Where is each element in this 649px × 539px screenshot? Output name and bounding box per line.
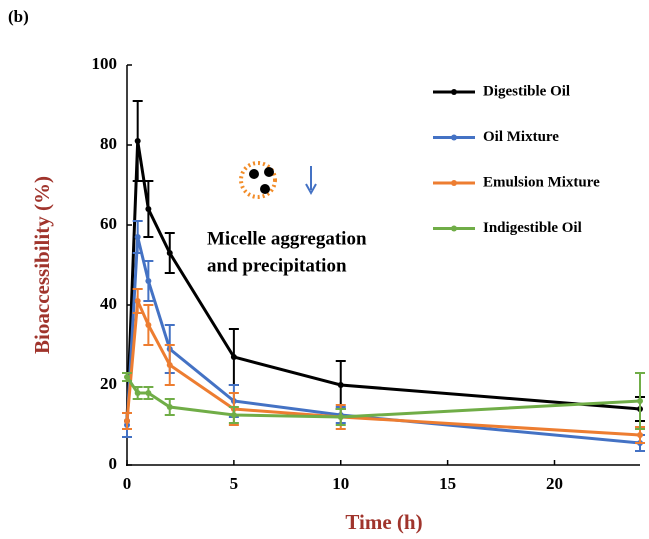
y-tick-label: 0 [109,454,118,473]
x-tick-label: 5 [230,474,239,493]
micelle-icon [239,161,277,199]
data-point [230,412,237,418]
x-tick-label: 20 [546,474,563,493]
legend-marker [451,180,457,186]
data-point [637,398,643,404]
data-point [637,432,643,438]
data-point [134,298,141,304]
data-point [145,390,152,396]
y-tick-label: 100 [92,54,118,73]
data-point [166,362,173,368]
legend-label: Oil Mixture [483,129,559,145]
legend-label: Digestible Oil [483,83,570,99]
data-point [124,374,130,380]
arrow [305,166,317,196]
legend-marker [451,134,457,141]
y-tick-label: 60 [100,214,117,233]
data-point [134,234,141,240]
y-tick-label: 20 [100,374,117,393]
data-point [166,404,173,410]
data-point [337,382,344,388]
series-line [125,376,641,419]
data-point [230,354,237,360]
x-axis-label: Time (h) [345,510,422,534]
y-tick-label: 80 [100,134,117,153]
x-tick-label: 0 [123,474,132,493]
x-tick-label: 10 [332,474,349,493]
legend-marker [451,89,457,95]
y-axis-label: Bioaccessibility (%) [30,176,54,354]
data-point [166,250,173,256]
data-point [145,322,152,328]
data-point [134,390,141,396]
x-tick-label: 15 [439,474,456,493]
annotation: and precipitation [207,255,347,276]
legend-label: Indigestible Oil [483,220,582,236]
data-point [124,418,130,424]
y-tick-label: 40 [100,294,117,313]
data-point [134,138,141,144]
annotation: Micelle aggregation [207,228,367,249]
legend-label: Emulsion Mixture [483,174,600,190]
data-point [145,206,152,212]
data-point [145,278,152,284]
legend-marker [451,225,457,232]
data-point [337,414,344,420]
panel-label: (b) [8,7,29,26]
